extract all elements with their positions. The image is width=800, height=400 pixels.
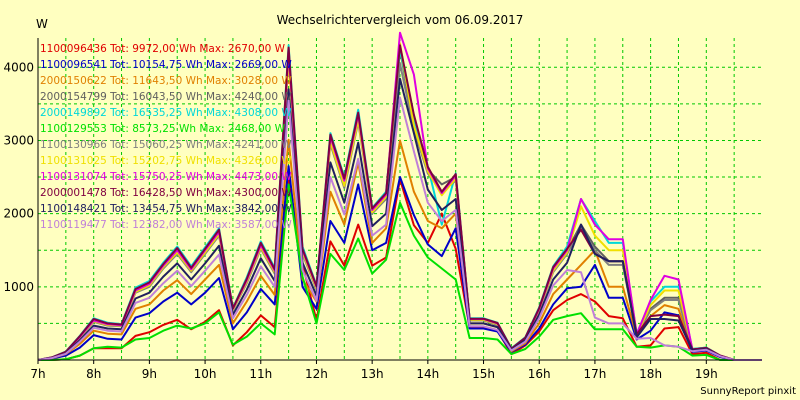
x-tick-label: 13h: [361, 367, 384, 381]
x-tick-label: 16h: [528, 367, 551, 381]
legend-entry: 1100129553 Tot: 8573,25 Wh Max: 2468,00 …: [40, 123, 286, 135]
legend-entry: 2000149892 Tot: 16535,25 Wh Max: 4308,00…: [40, 107, 292, 119]
x-tick-label: 7h: [30, 367, 45, 381]
y-ticks: 1000 2000 3000 4000: [3, 60, 34, 294]
x-tick-label: 15h: [472, 367, 495, 381]
series-line: [37, 44, 762, 361]
x-tick-label: 11h: [249, 367, 272, 381]
x-tick-label: 9h: [142, 367, 157, 381]
legend-entry: 1100096436 Tot: 9972,00 Wh Max: 2670,00 …: [40, 43, 286, 55]
legend-entry: 2000001478 Tot: 16428,50 Wh Max: 4300,00…: [40, 187, 292, 199]
credit-label: SunnyReport pinxit: [700, 386, 796, 397]
series-line: [37, 77, 762, 361]
x-tick-label: 12h: [305, 367, 328, 381]
y-tick-label: 3000: [3, 133, 34, 147]
y-tick-label: 2000: [3, 207, 34, 221]
y-tick-label: 1000: [3, 280, 34, 294]
series-layer: [37, 31, 762, 361]
legend-entry: 1100131074 Tot: 15750,25 Wh Max: 4473,00…: [40, 171, 292, 183]
series-line: [38, 183, 762, 361]
legend: 1100096436 Tot: 9972,00 Wh Max: 2670,00 …: [40, 43, 292, 231]
x-tick-label: 19h: [695, 367, 718, 381]
legend-entry: 1100096541 Tot: 10154,75 Wh Max: 2669,00…: [40, 59, 292, 71]
y-tick-label: 4000: [3, 60, 34, 74]
legend-entry: 1100131025 Tot: 15202,75 Wh Max: 4326,00…: [40, 155, 292, 167]
legend-entry: 1100119477 Tot: 12382,00 Wh Max: 3587,00…: [40, 219, 292, 231]
series-line: [37, 96, 762, 361]
x-tick-label: 14h: [416, 367, 439, 381]
chart-title: Wechselrichtervergleich vom 06.09.2017: [277, 13, 524, 27]
legend-entry: 1100148421 Tot: 13454,75 Wh Max: 3842,00…: [40, 203, 292, 215]
legend-entry: 2000154799 Tot: 16043,50 Wh Max: 4240,00…: [40, 91, 292, 103]
x-ticks: 7h 8h 9h 10h 11h 12h 13h 14h 15h 16h 17h 18h 19h: [30, 360, 718, 381]
y-axis-label: W: [36, 17, 48, 31]
x-tick-label: 18h: [639, 367, 662, 381]
legend-entry: 1100130966 Tot: 15060,25 Wh Max: 4241,00…: [40, 139, 292, 151]
x-tick-label: 17h: [583, 367, 606, 381]
series-line: [37, 165, 762, 361]
x-tick-label: 8h: [86, 367, 101, 381]
x-tick-label: 10h: [194, 367, 217, 381]
legend-entry: 2000150622 Tot: 11643,50 Wh Max: 3028,00…: [40, 75, 292, 87]
